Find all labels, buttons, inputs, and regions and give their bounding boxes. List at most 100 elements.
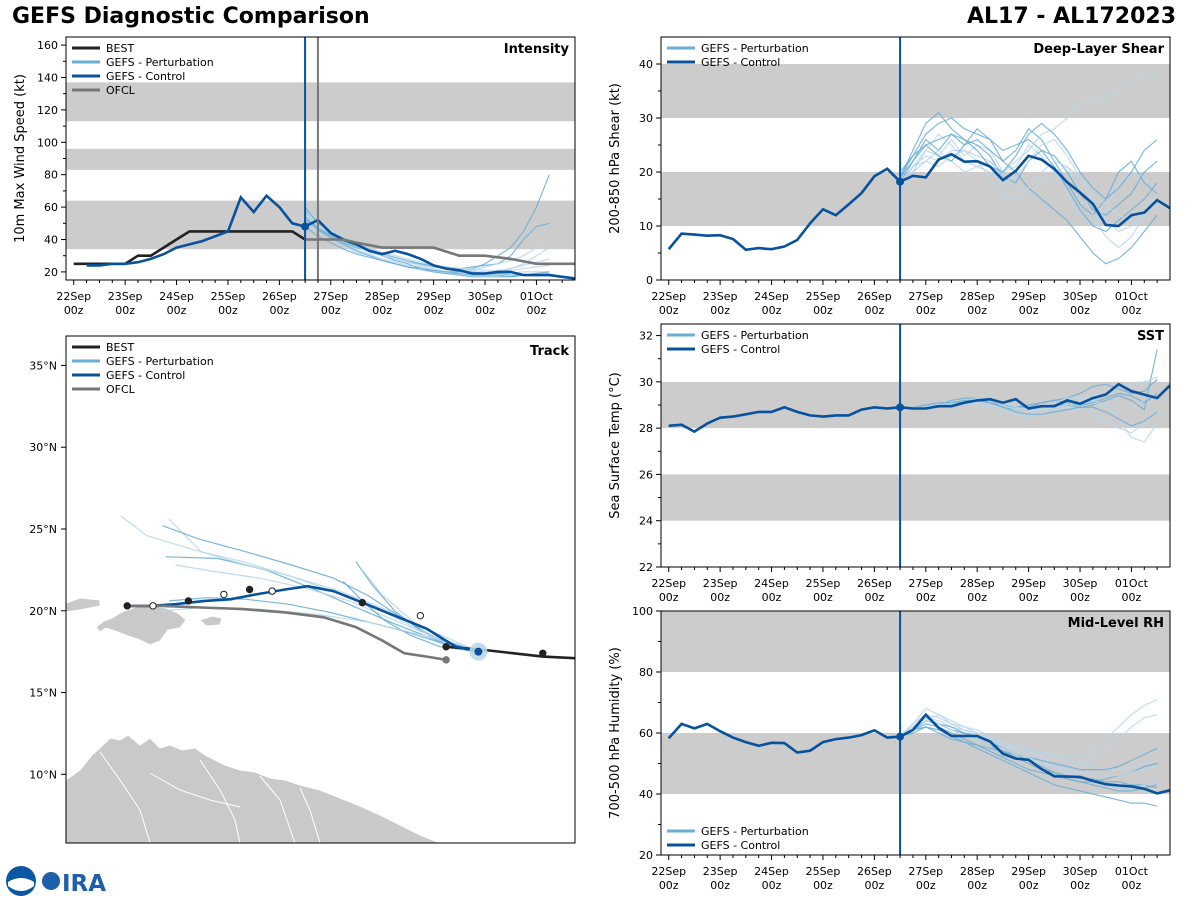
sst-x-tick-label: 00z bbox=[1070, 591, 1090, 604]
intensity-x-tick-label: 00z bbox=[372, 304, 392, 317]
intensity-x-tick-label: 00z bbox=[475, 304, 495, 317]
intensity-y-tick-label: 40 bbox=[44, 234, 58, 247]
sst-x-tick-label: 30Sep bbox=[1063, 577, 1098, 590]
shear-x-tick-label: 29Sep bbox=[1011, 290, 1046, 303]
rh-x-tick-label: 00z bbox=[762, 879, 782, 892]
sst-frame bbox=[660, 323, 1171, 568]
track-legend-label: GEFS - Perturbation bbox=[106, 355, 214, 368]
track-init-marker bbox=[474, 647, 483, 656]
track-marker bbox=[539, 649, 547, 657]
track-marker bbox=[123, 602, 131, 610]
intensity-x-tick-label: 27Sep bbox=[313, 290, 348, 303]
shear-perturbation-line bbox=[899, 149, 1158, 249]
sst-y-tick-label: 22 bbox=[639, 561, 653, 574]
track-lat-label: 20°N bbox=[29, 605, 57, 618]
track-lat-label: 15°N bbox=[29, 687, 57, 700]
intensity-y-tick-label: 140 bbox=[37, 72, 58, 85]
intensity-perturbation-line bbox=[304, 222, 550, 276]
intensity-plot-content bbox=[66, 82, 575, 280]
rh-perturbation-line bbox=[899, 717, 1158, 771]
shear-perturbation-line bbox=[899, 117, 1158, 233]
rh-legend-label: GEFS - Control bbox=[701, 839, 780, 852]
sst-y-tick-label: 32 bbox=[639, 330, 653, 343]
track-lat-label: 10°N bbox=[29, 768, 57, 781]
page-title: GEFS Diagnostic Comparison bbox=[12, 4, 370, 29]
shear-x-tick-label: 00z bbox=[967, 304, 987, 317]
track-perturbation-line bbox=[169, 597, 479, 653]
map-border bbox=[199, 759, 241, 843]
sst-x-tick-label: 00z bbox=[813, 591, 833, 604]
sst-x-tick-label: 00z bbox=[916, 591, 936, 604]
rh-x-tick-label: 00z bbox=[1122, 879, 1142, 892]
intensity-x-tick-label: 00z bbox=[115, 304, 135, 317]
sst-x-tick-label: 00z bbox=[1019, 591, 1039, 604]
track-marker bbox=[442, 656, 450, 664]
sst-band bbox=[661, 474, 1170, 521]
rh-x-tick-label: 01Oct bbox=[1115, 865, 1149, 878]
shear-band bbox=[661, 172, 1170, 226]
intensity-ofcl-line bbox=[305, 238, 575, 266]
rh-y-tick-label: 60 bbox=[639, 727, 653, 740]
track-marker bbox=[416, 611, 425, 620]
shear-x-tick-label: 27Sep bbox=[908, 290, 943, 303]
intensity-panel-title: Intensity bbox=[504, 42, 570, 57]
shear-y-tick-label: 30 bbox=[639, 112, 653, 125]
intensity-x-tick-label: 26Sep bbox=[262, 290, 297, 303]
shear-plot-content bbox=[661, 64, 1170, 265]
intensity-band bbox=[66, 148, 575, 170]
intensity-x-tick-label: 23Sep bbox=[108, 290, 143, 303]
sst-panel-title: SST bbox=[1137, 329, 1164, 344]
intensity-x-tick-label: 00z bbox=[167, 304, 187, 317]
intensity-legend-label: GEFS - Control bbox=[106, 70, 185, 83]
rh-x-tick-label: 00z bbox=[967, 879, 987, 892]
rh-x-tick-label: 00z bbox=[813, 879, 833, 892]
sst-y-tick-label: 24 bbox=[639, 515, 653, 528]
rh-x-tick-label: 00z bbox=[1070, 879, 1090, 892]
intensity-x-tick-label: 00z bbox=[527, 304, 547, 317]
shear-band bbox=[661, 64, 1170, 118]
rh-perturbation-line bbox=[899, 698, 1158, 759]
intensity-x-tick-label: 29Sep bbox=[416, 290, 451, 303]
rh-init-marker bbox=[896, 732, 905, 741]
shear-y-tick-label: 0 bbox=[646, 274, 653, 287]
rh-x-tick-label: 25Sep bbox=[806, 865, 841, 878]
map-land bbox=[66, 734, 441, 843]
shear-x-tick-label: 24Sep bbox=[754, 290, 789, 303]
sst-y-tick-label: 28 bbox=[639, 422, 653, 435]
shear-panel-title: Deep-Layer Shear bbox=[1033, 42, 1164, 57]
track-marker bbox=[245, 585, 254, 594]
rh-y-tick-label: 80 bbox=[639, 666, 653, 679]
track-marker bbox=[268, 587, 276, 595]
intensity-x-tick-label: 22Sep bbox=[56, 290, 91, 303]
rh-panel: 22Sep00z23Sep00z24Sep00z25Sep00z26Sep00z… bbox=[608, 605, 1171, 892]
track-legend-label: BEST bbox=[106, 341, 134, 354]
intensity-legend-label: GEFS - Perturbation bbox=[106, 56, 214, 69]
sst-band bbox=[661, 381, 1170, 429]
map-border bbox=[299, 787, 321, 843]
shear-x-tick-label: 00z bbox=[916, 304, 936, 317]
track-panel-title: Track bbox=[530, 344, 569, 359]
rh-y-tick-label: 20 bbox=[639, 849, 653, 862]
shear-x-tick-label: 23Sep bbox=[703, 290, 738, 303]
rh-x-tick-label: 24Sep bbox=[754, 865, 789, 878]
shear-x-tick-label: 00z bbox=[813, 304, 833, 317]
map-border bbox=[99, 751, 151, 843]
shear-y-tick-label: 40 bbox=[639, 58, 653, 71]
sst-x-tick-label: 24Sep bbox=[754, 577, 789, 590]
map-land bbox=[66, 597, 101, 613]
shear-legend-label: GEFS - Perturbation bbox=[701, 42, 809, 55]
sst-x-tick-label: 25Sep bbox=[806, 577, 841, 590]
sst-x-tick-label: 00z bbox=[1122, 591, 1142, 604]
rh-x-tick-label: 27Sep bbox=[908, 865, 943, 878]
intensity-y-tick-label: 20 bbox=[44, 266, 58, 279]
shear-x-tick-label: 00z bbox=[1019, 304, 1039, 317]
intensity-x-tick-label: 00z bbox=[321, 304, 341, 317]
shear-control-line bbox=[667, 152, 1170, 252]
shear-x-tick-label: 00z bbox=[864, 304, 884, 317]
sst-init-marker bbox=[896, 403, 905, 412]
shear-x-tick-label: 25Sep bbox=[806, 290, 841, 303]
map-border bbox=[259, 775, 296, 843]
sst-panel: 22Sep00z23Sep00z24Sep00z25Sep00z26Sep00z… bbox=[608, 323, 1171, 604]
intensity-y-tick-label: 80 bbox=[44, 169, 58, 182]
